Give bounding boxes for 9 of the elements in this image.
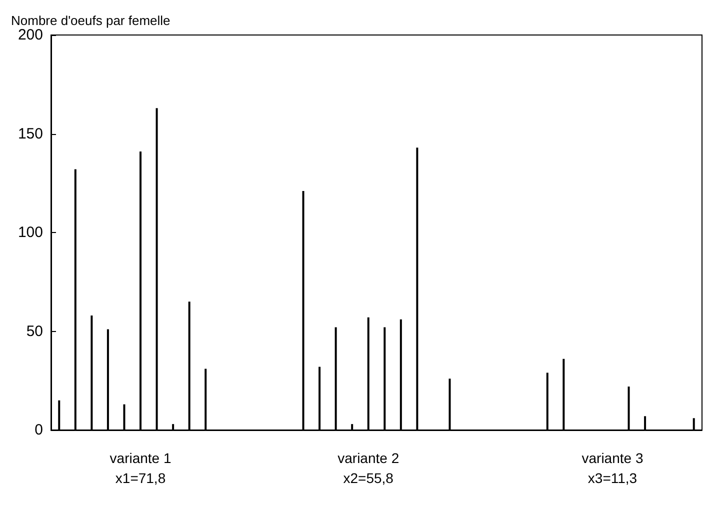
x-tick-label: variante 3 x3=11,3	[582, 450, 644, 486]
y-tick-label: 100	[18, 224, 43, 241]
y-tick-label: 0	[34, 422, 43, 438]
y-axis-title: Nombre d'oeufs par femelle	[11, 13, 170, 28]
x-tick-label: variante 1 x1=71,8	[110, 450, 172, 486]
y-tick-label: 50	[26, 322, 43, 340]
x-tick-label: variante 2 x2=55,8	[338, 450, 400, 486]
y-tick-label: 150	[18, 125, 43, 142]
y-tick-label: 200	[18, 26, 43, 44]
